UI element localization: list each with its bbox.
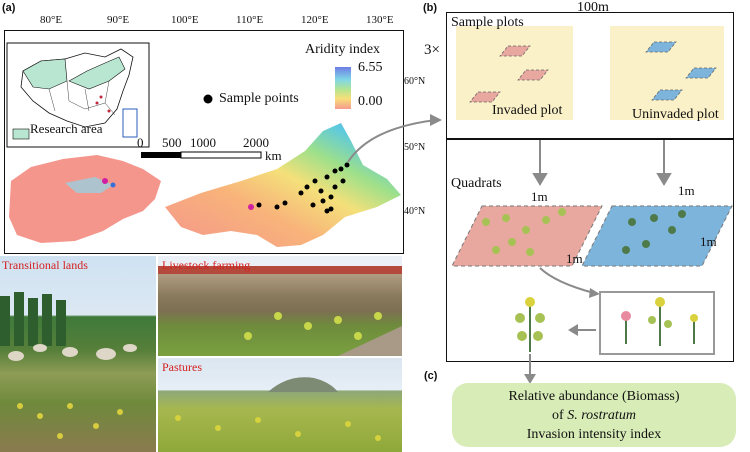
panel-label-b: (b) — [423, 2, 438, 14]
result-box: Relative abundance (Biomass) of S. rostr… — [452, 383, 736, 447]
photo-livestock-caption: Livestock farming — [162, 258, 251, 272]
region-west-highland — [65, 177, 113, 193]
scale-unit: km — [265, 148, 282, 163]
region-west — [9, 155, 161, 243]
lon-label: 110°E — [236, 14, 264, 26]
quadrat-art — [451, 140, 733, 355]
invaded-subplot — [499, 45, 531, 57]
result-line-1: Relative abundance (Biomass) — [508, 389, 680, 404]
photo-livestock-art — [158, 266, 402, 356]
map-to-plots-arrow — [347, 114, 442, 163]
result-line-3: Invasion intensity index — [526, 427, 662, 442]
species-name: S. rostratum — [567, 408, 636, 423]
aridity-max: 6.55 — [358, 60, 383, 75]
uninvaded-quadrat — [581, 205, 733, 267]
panel-label-a: (a) — [2, 2, 16, 14]
lon-label: 120°E — [301, 14, 329, 26]
map-canvas — [6, 42, 401, 247]
lon-label: 90°E — [107, 14, 130, 26]
result-arrow — [524, 354, 536, 384]
aridity-legend-bar — [335, 67, 351, 109]
sample-points-label: Sample points — [219, 91, 299, 106]
map-frame — [4, 30, 404, 254]
lat-label: 40°N — [404, 206, 426, 217]
sample-point-legend-dot — [203, 94, 213, 104]
invaded-plot-label: Invaded plot — [492, 103, 563, 118]
lon-label: 100°E — [171, 14, 199, 26]
selected-plant — [515, 297, 545, 352]
plot-shapes — [469, 41, 717, 103]
quadrat-size-label: 1m — [566, 251, 583, 266]
invaded-subplot — [469, 91, 501, 103]
result-line-2-prefix: of — [552, 408, 568, 423]
photo-transitional-art — [0, 292, 137, 439]
photo-transitional: Transitional lands — [0, 256, 156, 452]
design-divider — [447, 138, 733, 140]
aridity-title: Aridity index — [305, 42, 381, 57]
quadrat-size-label: 1m — [678, 183, 695, 198]
scale-bar-black — [141, 152, 181, 158]
result-line-2: of S. rostratum — [452, 406, 736, 425]
uninvaded-subplot — [685, 67, 717, 79]
photo-pastures-caption: Pastures — [162, 360, 202, 374]
invaded-subplot — [517, 69, 549, 81]
sample-points — [102, 162, 350, 214]
uninvaded-plot-label: Uninvaded plot — [632, 107, 719, 122]
quadrat-size-label: 1m — [700, 234, 717, 249]
aridity-min: 0.00 — [358, 94, 383, 109]
scale-tick: 0 — [137, 135, 144, 150]
panel-label-c: (c) — [424, 370, 438, 382]
quadrats-label: Quadrats — [451, 176, 502, 191]
lat-label: 60°N — [404, 76, 426, 87]
inset-research-area — [68, 56, 126, 90]
inset-legend-swatch — [12, 128, 30, 140]
quadrat-size-label: 1m — [531, 189, 548, 204]
sample-plots-label: Sample plots — [451, 15, 524, 30]
lat-label: 50°N — [404, 142, 426, 153]
region-east — [165, 123, 401, 247]
uninvaded-subplot — [645, 41, 677, 53]
uninvaded-subplot — [651, 89, 683, 101]
detail-plants — [621, 297, 698, 346]
photo-pastures: Pastures — [158, 358, 402, 452]
plot-width-label: 100m — [577, 0, 609, 15]
scale-tick: 1000 — [190, 135, 216, 150]
photo-pastures-art — [175, 377, 381, 441]
scale-tick: 2000 — [243, 135, 269, 150]
lon-label: 130°E — [366, 14, 394, 26]
photo-transitional-caption: Transitional lands — [2, 258, 88, 272]
inset-sea-box — [122, 108, 138, 138]
replicate-label: 3× — [424, 42, 440, 58]
invaded-plot-area — [456, 26, 573, 120]
scale-bar-white — [180, 151, 262, 159]
inset-legend-label: Research area — [30, 121, 103, 136]
photo-livestock: Livestock farming — [158, 256, 402, 356]
scale-tick: 500 — [162, 135, 182, 150]
lon-label: 80°E — [40, 14, 63, 26]
